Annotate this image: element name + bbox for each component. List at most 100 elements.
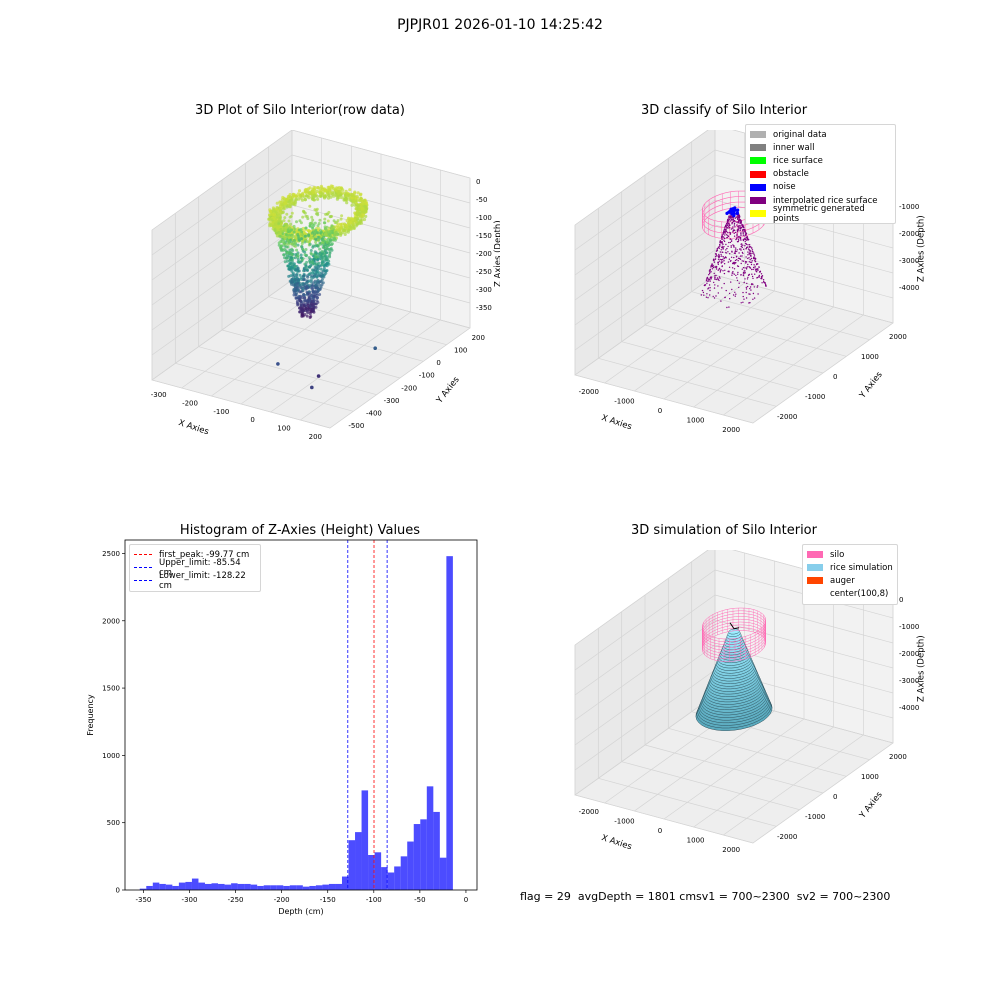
interpolated-point [733,268,736,270]
interpolated-point [733,262,735,265]
interpolated-point [722,270,724,272]
raw-point [296,278,300,282]
z-tick-label: -4000 [899,284,919,292]
interpolated-point [748,274,750,277]
raw-point [308,298,312,302]
raw-point [278,218,282,222]
interpolated-point [738,214,740,217]
interpolated-point [726,224,728,227]
grid-line [574,149,716,251]
legend-swatch [750,144,766,152]
interpolated-point [717,269,719,271]
interpolated-point [751,283,753,286]
histogram-bar [446,556,453,890]
interpolated-point [750,250,752,252]
raw-point [295,248,299,252]
interpolated-point [711,264,713,267]
raw-point [314,251,318,255]
z-tick-label: -2000 [899,650,919,658]
interpolated-point [738,224,740,227]
raw-point [285,205,290,209]
histogram-bar [152,882,160,890]
interpolated-point [733,219,736,222]
grid-line [151,154,293,256]
interpolated-point [721,234,723,236]
interpolated-point [719,258,721,261]
raw-point [308,310,312,314]
interpolated-point [727,231,729,234]
y-tick-label: 1000 [102,752,120,760]
interpolated-point [709,289,711,292]
raw-point [303,269,307,272]
interpolated-point [754,257,756,259]
interpolated-point [742,233,744,235]
interpolated-point [722,246,724,249]
interpolated-point [711,265,713,268]
interpolated-point [743,281,745,284]
interpolated-point [736,221,738,223]
interpolated-point [747,238,749,240]
raw-point [315,271,319,275]
interpolated-point [731,239,733,241]
interpolated-point [714,278,716,280]
y-tick-label: 500 [107,819,120,827]
raw-point [316,278,320,282]
raw-point [349,220,353,225]
interpolated-point [746,278,749,280]
raw-point [335,186,339,190]
raw-point [293,234,298,238]
interpolated-point [734,291,736,293]
raw-point [289,262,293,266]
interpolated-point [752,298,754,300]
interpolated-point [746,285,749,288]
interpolated-point [747,246,749,248]
interpolated-point [725,243,727,246]
y-tick-label: 100 [454,347,467,355]
interpolated-point [715,274,717,277]
interpolated-point [737,221,739,223]
interpolated-point [721,246,723,249]
interpolated-point [755,270,757,273]
raw-point [315,267,319,271]
histogram-chart: -350 -300 -250 -200 -150 -100 -50 0 0 500 1000 1500… [86,539,478,916]
raw-point [354,196,358,200]
raw-point [272,213,276,217]
raw-point [364,205,368,209]
raw-point [323,194,327,198]
interpolated-point [734,217,736,219]
raw-point [306,286,310,290]
raw-point [308,224,312,228]
histogram-bar [394,866,401,890]
z-axis-label: Z Axies (Depth) [916,215,925,282]
interpolated-point [714,284,716,286]
interpolated-point [736,277,738,279]
raw-point [356,218,360,222]
raw-point [277,222,281,226]
legend-swatch [807,564,823,572]
interpolated-point [764,283,767,286]
interpolated-point [738,217,740,219]
interpolated-point [754,269,757,271]
legend-line [134,580,152,582]
raw-point [310,260,314,264]
raw-point [292,239,296,242]
raw-point [285,245,289,249]
interpolated-point [765,284,767,287]
interpolated-point [757,276,760,278]
interpolated-point [712,295,714,298]
interpolated-point [704,284,706,287]
histogram-bar [172,885,179,890]
interpolated-point [722,261,724,263]
raw-point [328,251,332,255]
raw-point [317,283,321,287]
interpolated-point [729,233,732,235]
interpolated-point [732,221,735,223]
z-tick-label: -4000 [899,704,919,712]
interpolated-point [733,229,736,232]
interpolated-point [734,251,736,253]
raw-point [322,235,326,239]
raw-point [328,255,332,259]
raw-point [311,230,315,234]
raw-point [341,188,345,192]
z-tick-label: -1000 [899,623,919,631]
